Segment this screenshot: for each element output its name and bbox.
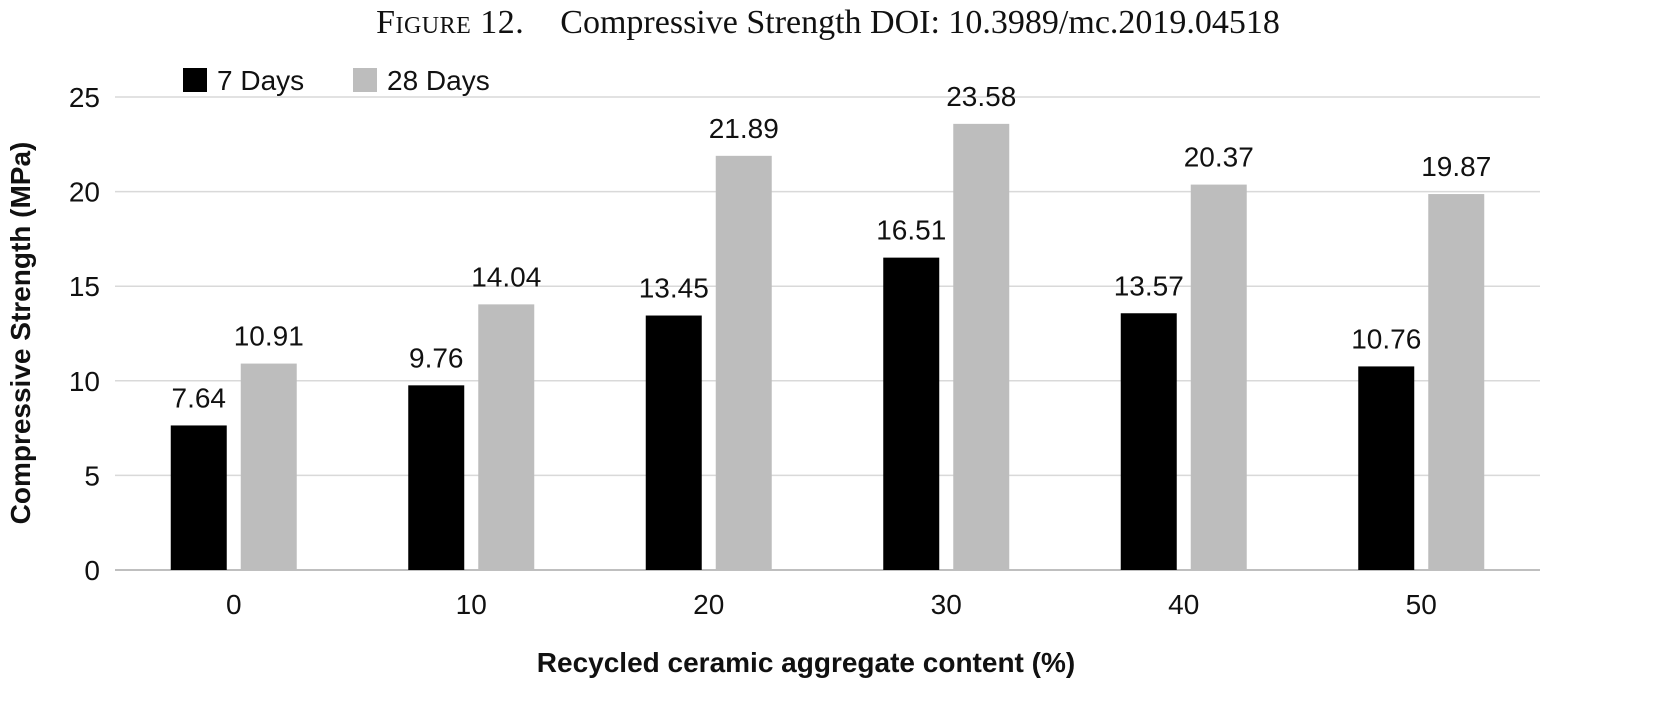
data-label: 7.64 xyxy=(172,382,227,413)
bar-28-days xyxy=(1428,194,1485,570)
bar-7-days xyxy=(645,315,702,570)
legend-swatch xyxy=(183,68,207,92)
figure-title: Figure 12. Compressive Strength DOI: 10.3… xyxy=(0,4,1656,42)
bars xyxy=(170,123,1485,571)
bar-28-days xyxy=(715,155,772,571)
data-label: 21.89 xyxy=(709,113,779,144)
bar-28-days xyxy=(953,123,1010,571)
bar-7-days xyxy=(1120,313,1177,570)
x-tick-label: 10 xyxy=(456,589,487,620)
figure-caption: Compressive Strength DOI: 10.3989/mc.201… xyxy=(560,4,1280,41)
figure-label: Figure 12. xyxy=(376,4,525,41)
data-label: 13.45 xyxy=(639,273,709,304)
x-tick-label: 40 xyxy=(1168,589,1199,620)
gridlines xyxy=(115,96,1540,571)
legend-swatch xyxy=(353,68,377,92)
y-tick-label: 25 xyxy=(69,82,100,113)
y-tick-label: 0 xyxy=(84,555,100,586)
legend: 7 Days 28 Days xyxy=(183,65,490,96)
data-label: 10.76 xyxy=(1351,323,1421,354)
x-tick-label: 20 xyxy=(693,589,724,620)
bar-7-days xyxy=(408,385,465,570)
data-label: 19.87 xyxy=(1421,151,1491,182)
y-tick-label: 20 xyxy=(69,177,100,208)
x-tick-label: 0 xyxy=(226,589,242,620)
bar-7-days xyxy=(170,425,227,570)
x-tick-label: 30 xyxy=(931,589,962,620)
data-label: 14.04 xyxy=(471,261,541,292)
bar-7-days xyxy=(1358,366,1415,570)
data-label: 13.57 xyxy=(1114,270,1184,301)
legend-label: 28 Days xyxy=(387,65,490,96)
bar-7-days xyxy=(883,257,940,570)
bar-28-days xyxy=(240,363,297,570)
data-label: 16.51 xyxy=(876,215,946,246)
data-label: 20.37 xyxy=(1184,142,1254,173)
legend-label: 7 Days xyxy=(217,65,304,96)
bar-28-days xyxy=(1190,184,1247,570)
x-axis-ticks: 0 10 20 30 40 50 xyxy=(226,589,1437,620)
data-label: 10.91 xyxy=(234,321,304,352)
y-tick-label: 5 xyxy=(84,460,100,491)
y-axis-ticks: 0 5 10 15 20 25 xyxy=(69,82,100,586)
y-tick-label: 10 xyxy=(69,366,100,397)
y-tick-label: 15 xyxy=(69,271,100,302)
x-tick-label: 50 xyxy=(1406,589,1437,620)
y-axis-label: Compressive Strength (MPa) xyxy=(5,142,36,525)
data-label: 23.58 xyxy=(946,81,1016,112)
data-label: 9.76 xyxy=(409,342,464,373)
bar-28-days xyxy=(478,304,535,570)
x-axis-label: Recycled ceramic aggregate content (%) xyxy=(537,647,1075,678)
